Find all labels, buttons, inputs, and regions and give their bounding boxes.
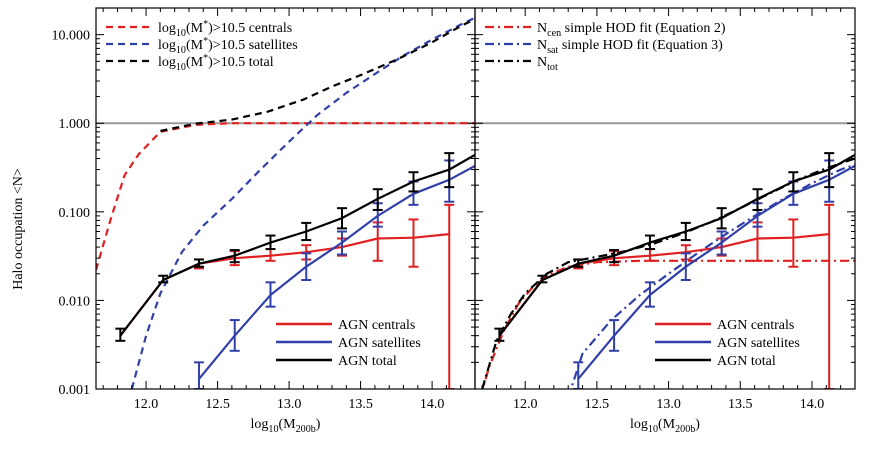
x-tick-label: 13.0 [277,397,302,412]
series-line-5 [498,153,855,337]
x-axis-label: log10(M200b) [251,417,321,435]
legend-bottom-label: AGN total [717,354,776,369]
legend-top-label: log10(M*)>10.5 total [158,53,274,73]
series-line-5 [119,153,475,337]
x-tick-label: 14.0 [420,397,445,412]
error-bar [372,221,383,262]
x-tick-label: 14.0 [800,397,825,412]
legend-bottom-label: AGN total [338,354,397,369]
error-bar [229,319,240,352]
error-bar [372,188,383,211]
y-axis-label: Halo occupation <N> [11,168,26,290]
series-line-1 [569,163,855,389]
series-line-0 [96,122,475,271]
legend-bottom-label: AGN satellites [338,336,421,351]
error-bar [609,249,620,264]
x-axis-label: log10(M200b) [630,417,700,435]
legend-bottom-label: AGN centrals [717,318,794,333]
series-line-4 [198,164,475,380]
plot-frame [474,7,856,390]
panel-left: 12.0 12.5 13.0 13.5 14.0 log10(M200b) 0.001 0.0… [52,7,476,435]
legend-top-label: Nsat simple HOD fit (Equation 3) [537,38,723,56]
y-tick-label: 1.000 [59,117,91,132]
x-tick-label: 12.5 [585,397,610,412]
error-bar [537,274,548,284]
error-bar [115,327,126,342]
plot-area [481,152,855,389]
y-tick-label: 0.100 [59,206,91,221]
error-bar [444,152,455,189]
error-bar [716,207,727,230]
error-bar [494,327,505,342]
error-bar [824,152,835,189]
series-line-2 [160,18,475,132]
error-bar [265,281,276,308]
legend-top-label: log10(M*)>10.5 satellites [158,36,298,56]
error-bar [158,274,169,284]
error-bar [573,361,584,389]
error-bar [336,230,347,256]
error-bar [301,252,312,282]
legend-bottom-label: AGN centrals [338,318,415,333]
error-bar [336,207,347,230]
error-bar [301,221,312,242]
x-tick-label: 13.0 [656,397,681,412]
error-bar [408,218,419,268]
legend-top-label: Ntot [537,55,558,73]
error-bar [193,258,204,268]
error-bar [644,234,655,251]
x-tick-label: 12.0 [134,397,159,412]
series-line-2 [481,157,855,389]
error-bar [752,221,763,262]
error-bar [680,252,691,282]
x-tick-label: 13.5 [728,397,753,412]
y-tick-label: 0.001 [59,383,91,398]
error-bar [229,249,240,264]
panel-right: 12.0 12.5 13.0 13.5 14.0 log10(M200b) Ncen sim… [474,7,856,435]
y-tick-label: 10.000 [52,29,91,44]
x-tick-label: 13.5 [348,397,373,412]
error-bar [680,221,691,242]
error-bar [265,234,276,251]
plot-frame [95,7,476,390]
error-bar [193,361,204,389]
error-bar [444,203,455,389]
legend-bottom-label: AGN satellites [717,336,800,351]
x-tick-label: 12.0 [513,397,538,412]
legend-top-label: log10(M*)>10.5 centrals [158,19,292,39]
error-bar [824,203,835,389]
error-bar [752,188,763,211]
series-line-1 [130,16,475,389]
error-bar [408,171,419,193]
x-tick-label: 12.5 [205,397,230,412]
error-bar [609,319,620,352]
y-tick-label: 0.010 [59,294,91,309]
plot-area [96,16,475,389]
error-bar [644,281,655,308]
legend-top-label: Ncen simple HOD fit (Equation 2) [537,21,726,39]
error-bar [788,171,799,193]
error-bar [716,230,727,256]
error-bar [573,258,584,268]
error-bar [788,218,799,268]
